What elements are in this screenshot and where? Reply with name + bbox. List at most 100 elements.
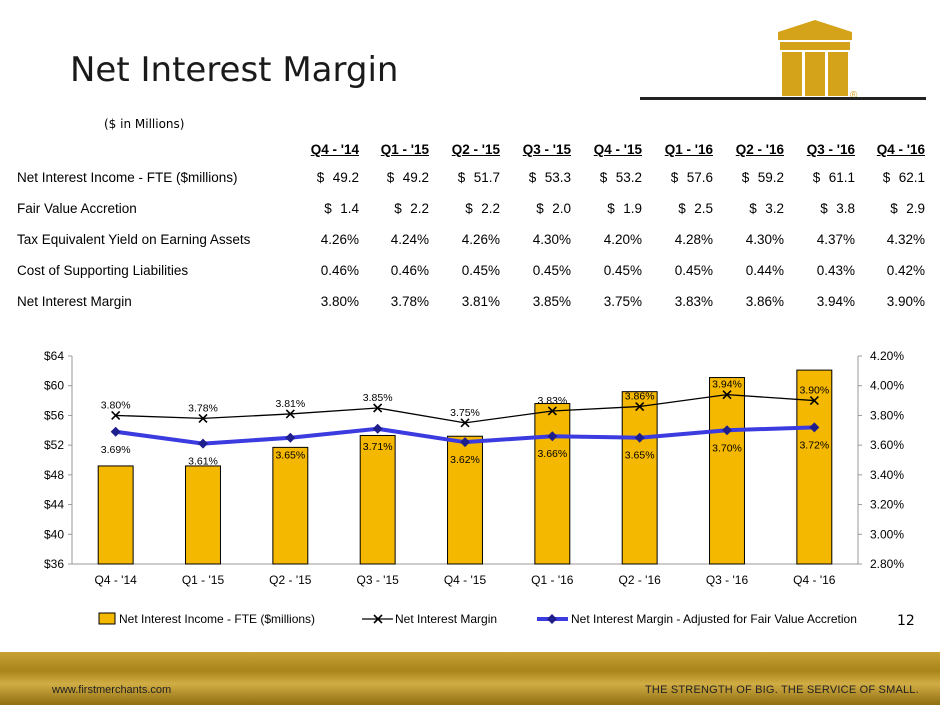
data-label-nim: 3.80% (101, 399, 131, 411)
bar-net-interest-income (534, 403, 571, 565)
cell-value: 3.81% (461, 294, 500, 309)
data-label-nim: 3.78% (188, 402, 218, 414)
table-cell: $1.4 (287, 193, 359, 224)
cell-value: 3.8 (836, 201, 855, 216)
data-label-adjusted: 3.65% (275, 450, 305, 462)
table-cell: 0.44% (713, 255, 784, 286)
legend-swatch-bars (98, 612, 116, 625)
data-label-adjusted: 3.66% (537, 448, 567, 460)
currency-symbol: $ (812, 170, 821, 185)
row-label: Cost of Supporting Liabilities (17, 263, 189, 278)
cell-value: 51.7 (473, 170, 500, 185)
table-row: Cost of Supporting Liabilities 0.46% 0.46%… (10, 255, 925, 286)
table-cell: 4.32% (855, 224, 925, 255)
table-cell: 0.46% (359, 255, 429, 286)
table-cell: 3.78% (359, 286, 429, 317)
cell-value: 61.1 (828, 170, 855, 185)
table-cell: $53.2 (571, 162, 642, 193)
currency-symbol: $ (324, 201, 332, 216)
page-number: 12 (897, 613, 915, 629)
table-header: Q3 - '16 (806, 141, 855, 157)
cell-value: 0.44% (745, 263, 784, 278)
cell-value: 3.90% (886, 294, 925, 309)
slide-title: Net Interest Margin (70, 50, 399, 90)
table-cell: 4.26% (287, 224, 359, 255)
table-header: Q2 - '16 (735, 141, 784, 157)
x-tick-label: Q4 - '16 (793, 573, 836, 587)
bar-net-interest-income (621, 391, 658, 565)
cell-value: 1.4 (340, 201, 359, 216)
logo-underline (640, 97, 926, 100)
table-header: Q1 - '16 (664, 141, 713, 157)
cell-value: 4.30% (745, 232, 784, 247)
cell-value: 2.9 (906, 201, 925, 216)
marker-adjusted-diamond (110, 426, 121, 437)
cell-value: 2.5 (694, 201, 713, 216)
table-cell: 4.30% (713, 224, 784, 255)
cell-value: 4.24% (390, 232, 429, 247)
marker-nim-x (722, 390, 732, 400)
logo-registered-mark: ® (850, 90, 858, 100)
cell-value: 49.2 (332, 170, 359, 185)
data-label-nim: 3.86% (625, 391, 655, 403)
nim-chart: $36 $40 $44 $48 $52 $56 $60 $64 2.80% 3.00% 3.20% 3… (44, 349, 904, 626)
right-tick-label: 4.00% (870, 379, 904, 393)
marker-nim-x (198, 413, 208, 423)
legend-swatch-adjusted-marker (547, 614, 557, 624)
cell-value: 0.42% (886, 263, 925, 278)
table-cell: $57.6 (642, 162, 713, 193)
table-cell: 3.81% (429, 286, 500, 317)
currency-symbol: $ (465, 201, 473, 216)
marker-nim-x (373, 403, 383, 413)
x-tick-label: Q4 - '15 (444, 573, 487, 587)
marker-nim-x (809, 396, 819, 406)
data-label-nim: 3.75% (450, 407, 480, 419)
cell-value: 4.20% (603, 232, 642, 247)
right-tick-label: 3.20% (870, 498, 904, 512)
data-label-adjusted: 3.71% (363, 441, 393, 453)
footer-url[interactable]: www.firstmerchants.com (52, 684, 172, 696)
table-header: Q4 - '14 (310, 141, 359, 157)
table-cell: 3.85% (500, 286, 571, 317)
currency-symbol: $ (457, 170, 466, 185)
nim-table: Q4 - '14 Q1 - '15 Q2 - '15 Q3 - '15 Q4 -… (10, 136, 925, 317)
right-tick-label: 3.00% (870, 527, 904, 541)
currency-symbol: $ (607, 201, 615, 216)
cell-value: 4.37% (816, 232, 855, 247)
cell-value: 53.2 (615, 170, 642, 185)
currency-symbol: $ (599, 170, 608, 185)
cell-value: 2.2 (410, 201, 429, 216)
right-tick-label: 3.60% (870, 438, 904, 452)
table-row: Fair Value Accretion $1.4 $2.2 $2.2 $2.0 $1.9… (10, 193, 925, 224)
left-tick-label: $52 (44, 438, 64, 452)
company-logo: ® (778, 20, 858, 100)
left-tick-label: $44 (44, 498, 64, 512)
table-cell: $51.7 (429, 162, 500, 193)
table-cell: 4.26% (429, 224, 500, 255)
logo-roof (778, 20, 852, 40)
table-cell: $2.2 (429, 193, 500, 224)
row-label: Net Interest Margin (17, 294, 132, 309)
currency-symbol: $ (890, 201, 898, 216)
bar-net-interest-income (796, 369, 833, 565)
cell-value: 3.86% (745, 294, 784, 309)
table-cell: 3.94% (784, 286, 855, 317)
bar-net-interest-income (185, 465, 221, 565)
table-cell: $1.9 (571, 193, 642, 224)
table-cell: 4.24% (359, 224, 429, 255)
cell-value: 3.2 (765, 201, 784, 216)
table-row: Tax Equivalent Yield on Earning Assets 4.… (10, 224, 925, 255)
row-label: Net Interest Income - FTE ($millions) (17, 170, 238, 185)
data-label-nim: 3.85% (363, 392, 393, 404)
table-row: Net Interest Income - FTE ($millions) $49… (10, 162, 925, 193)
marker-nim-x (285, 409, 295, 419)
bar-net-interest-income (359, 434, 396, 565)
logo-pillar-left (782, 52, 802, 96)
cell-value: 3.94% (816, 294, 855, 309)
units-note: ($ in Millions) (104, 117, 185, 131)
marker-nim-x (460, 418, 470, 428)
left-tick-label: $36 (44, 557, 64, 571)
cell-value: 4.28% (674, 232, 713, 247)
table-cell: 3.83% (642, 286, 713, 317)
marker-adjusted-diamond (722, 425, 732, 436)
